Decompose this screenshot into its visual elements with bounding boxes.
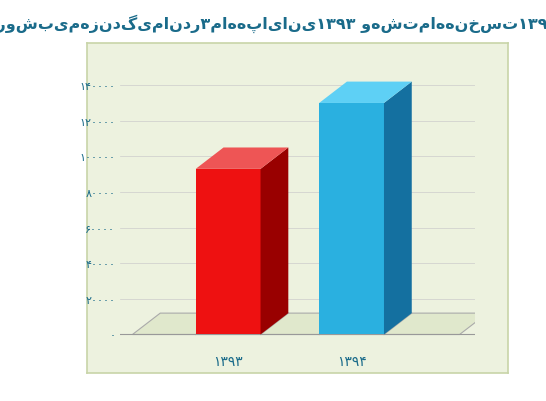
Polygon shape <box>195 148 288 170</box>
Text: میزانفروشبیمهزندگیماندر۳ماههپایانی۱۳۹۳ وهشتماههنخست۱۳۹۴(فقره): میزانفروشبیمهزندگیماندر۳ماههپایانی۱۳۹۳ و… <box>0 14 546 32</box>
Bar <box>319 104 384 335</box>
Polygon shape <box>133 313 488 335</box>
Polygon shape <box>319 82 412 104</box>
Polygon shape <box>260 148 288 335</box>
Polygon shape <box>384 82 412 335</box>
Bar <box>195 170 260 335</box>
